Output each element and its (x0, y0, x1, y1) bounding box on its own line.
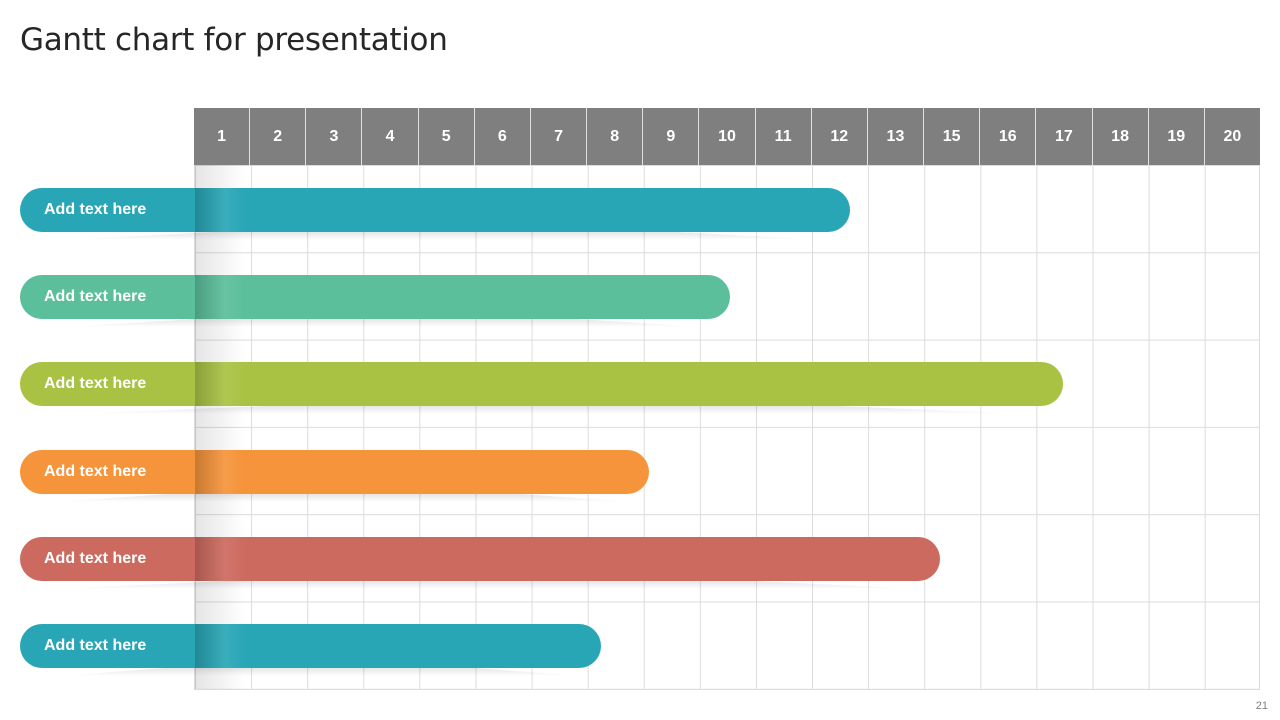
bar-fold-shade (195, 188, 245, 232)
task-label: Add text here (44, 549, 147, 567)
bar-fold-shade (195, 275, 245, 320)
page-number: 21 (1255, 700, 1268, 712)
task-label: Add text here (44, 201, 147, 218)
task-label: Add text here (44, 637, 147, 654)
header-col-18: 18 (1091, 108, 1148, 165)
header-col-1: 1 (194, 108, 250, 165)
bar-shadow (60, 491, 629, 502)
timeline-header: 1 2 3 4 5 6 7 8 9 10 11 12 13 15 16 17 18 19 20 (194, 108, 1260, 165)
bar-fold-shade (195, 362, 245, 407)
bar-fold-shade (195, 536, 245, 581)
bar-shadow (60, 666, 581, 676)
bar-shadow (60, 578, 920, 589)
header-col-19: 19 (1147, 108, 1204, 165)
bar-shadow (60, 317, 710, 328)
header-col-16: 16 (979, 108, 1036, 165)
task-bar-6[interactable]: Add text here (20, 624, 601, 668)
task-label: Add text here (44, 462, 147, 480)
header-col-12: 12 (810, 108, 867, 165)
slide-title: Gantt chart for presentation (20, 22, 448, 58)
bar-shadow (60, 230, 831, 240)
bar-fold-shade (195, 449, 245, 494)
header-col-17: 17 (1035, 108, 1092, 165)
header-col-2: 2 (249, 108, 306, 165)
gantt-grid: 1 2 3 4 5 6 7 8 9 10 11 12 13 15 16 17 18 19 20 (194, 108, 1260, 690)
header-col-6: 6 (473, 108, 530, 165)
task-bar-3[interactable]: Add text here (20, 362, 1063, 407)
task-label: Add text here (44, 288, 147, 306)
header-col-5: 5 (417, 108, 474, 165)
header-col-3: 3 (305, 108, 362, 165)
grid-left-shade (195, 165, 245, 689)
grid-body (194, 165, 1260, 690)
task-bar-1[interactable]: Add text here (20, 188, 851, 232)
header-col-4: 4 (361, 108, 418, 165)
bar-shadow (60, 404, 1043, 415)
header-col-7: 7 (529, 108, 587, 165)
header-col-10: 10 (698, 108, 755, 165)
task-bar-4[interactable]: Add text here (20, 449, 649, 494)
task-bar-2[interactable]: Add text here (20, 275, 730, 320)
header-col-15: 15 (923, 108, 980, 165)
task-bar-5[interactable]: Add text here (20, 536, 940, 581)
header-col-11: 11 (754, 108, 811, 165)
task-label: Add text here (44, 375, 147, 393)
header-col-8: 8 (586, 108, 643, 165)
header-col-9: 9 (642, 108, 699, 165)
header-col-13: 13 (866, 108, 924, 165)
bar-fold-shade (195, 624, 245, 668)
header-col-20: 20 (1203, 108, 1260, 165)
